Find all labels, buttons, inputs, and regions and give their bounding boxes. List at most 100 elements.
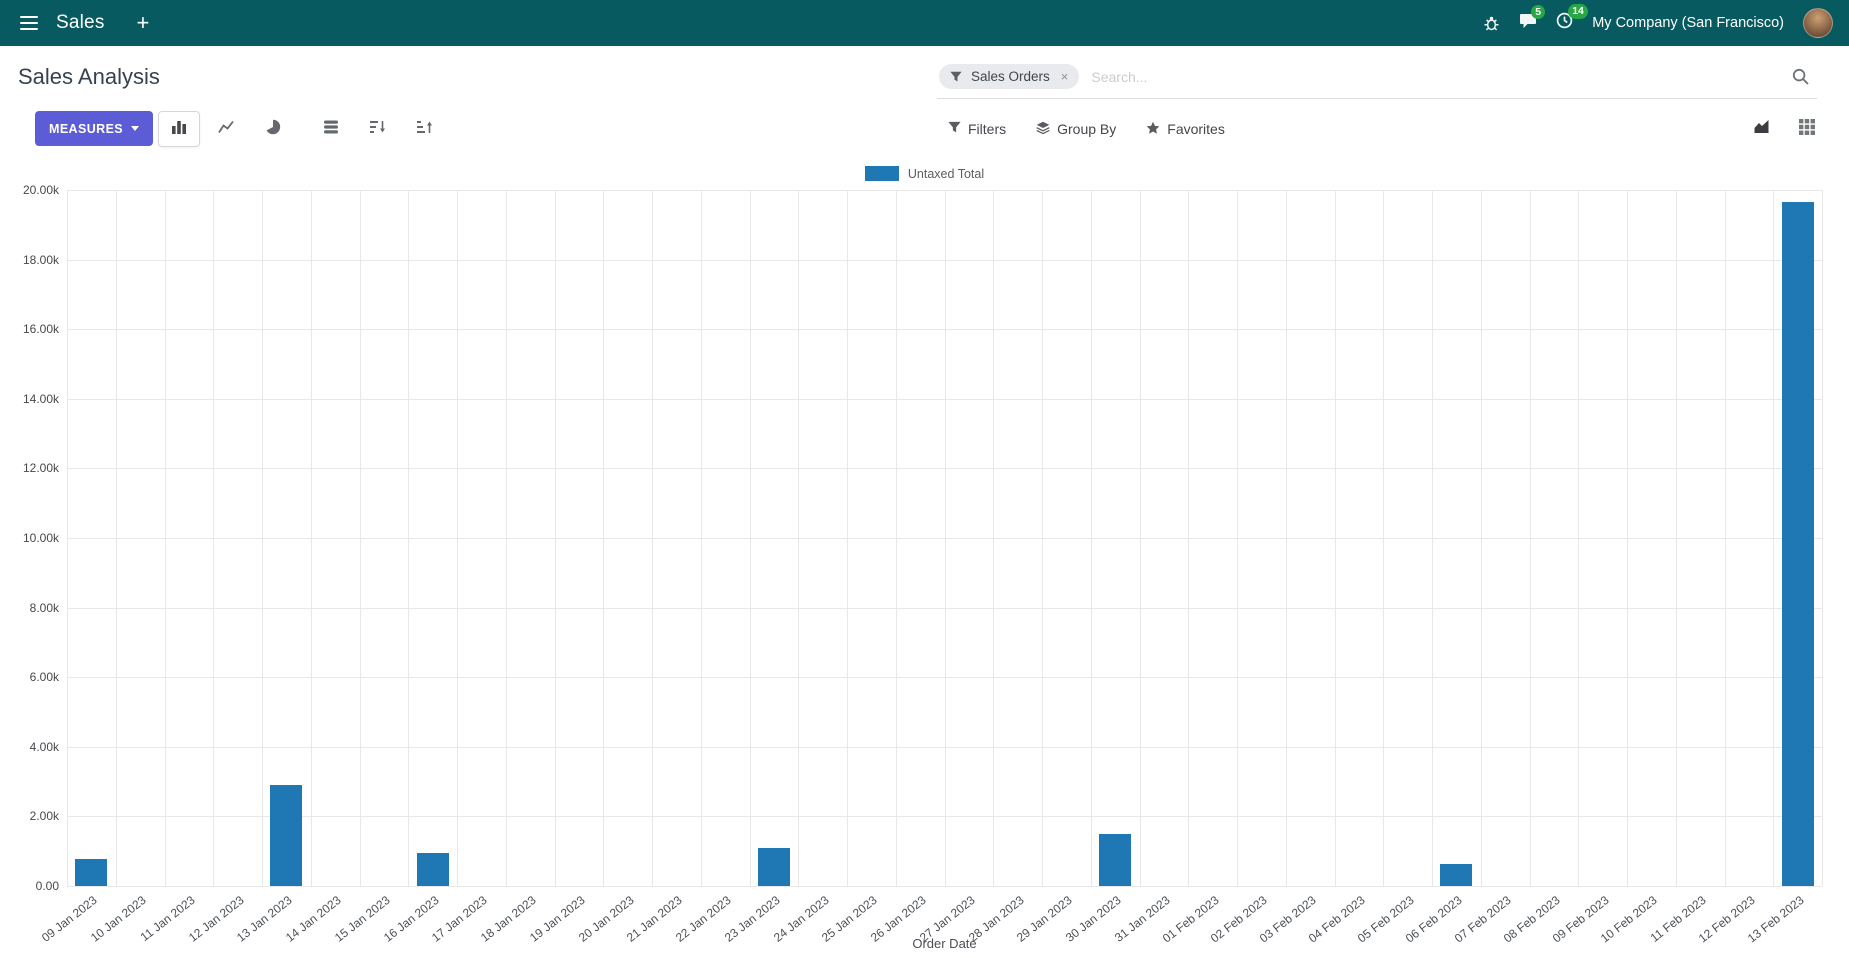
bar[interactable] xyxy=(75,858,108,886)
navbar-left: Sales + xyxy=(16,12,155,34)
search-input[interactable] xyxy=(1089,67,1790,86)
systray: 5 14 My Company (San Francisco) xyxy=(1483,4,1833,38)
bug-icon[interactable] xyxy=(1483,15,1500,32)
sort-descending-button[interactable] xyxy=(357,111,399,147)
y-axis-tick-label: 6.00k xyxy=(29,670,59,685)
gridline-v xyxy=(1675,190,1677,886)
company-switcher[interactable]: My Company (San Francisco) xyxy=(1592,15,1784,31)
activities-menu[interactable]: 14 xyxy=(1556,4,1588,34)
search-options: Filters Group By Favorites xyxy=(948,111,1225,147)
gridline-v xyxy=(1237,190,1238,886)
gridline-v xyxy=(1090,190,1092,886)
y-axis-tick-label: 20.00k xyxy=(22,183,59,197)
bar[interactable] xyxy=(1440,864,1473,886)
bar[interactable] xyxy=(757,848,790,886)
favorites-label: Favorites xyxy=(1167,121,1225,137)
funnel-icon xyxy=(948,121,961,137)
chart-legend[interactable]: Untaxed Total xyxy=(0,166,1849,181)
control-panel: Sales Analysis Sales Orders × MEASURES xyxy=(0,46,1849,149)
sort-ascending-button[interactable] xyxy=(404,111,446,147)
gridline-v xyxy=(652,190,653,886)
bar[interactable] xyxy=(416,852,449,886)
gridline-v xyxy=(115,190,117,886)
gridline-v xyxy=(1773,190,1775,886)
gridline-h xyxy=(67,886,1822,887)
area-chart-icon xyxy=(1753,119,1770,140)
bar[interactable] xyxy=(270,785,303,886)
pie-chart-button[interactable] xyxy=(252,111,294,147)
gridline-v xyxy=(944,190,946,886)
sort-ascending-icon xyxy=(417,119,433,140)
gridline-v xyxy=(700,190,702,886)
bar-chart-icon xyxy=(171,119,187,140)
caret-down-icon xyxy=(131,126,140,131)
line-chart-icon xyxy=(218,119,234,140)
y-axis-tick-label: 16.00k xyxy=(22,322,59,337)
group-by-label: Group By xyxy=(1057,121,1117,137)
top-navbar: Sales + 5 14 My Company (San Francisco) xyxy=(0,0,1849,46)
graph-view-button[interactable] xyxy=(1740,111,1782,147)
gridline-v xyxy=(749,190,751,886)
view-switcher xyxy=(1740,111,1828,147)
gridline-v xyxy=(67,190,68,886)
gridline-v xyxy=(457,190,458,886)
measures-button[interactable]: MEASURES xyxy=(35,111,154,146)
gridline-v xyxy=(1334,190,1336,886)
group-by-button[interactable]: Group By xyxy=(1036,121,1116,138)
gridline-v xyxy=(993,190,995,886)
filters-button[interactable]: Filters xyxy=(948,121,1006,137)
clock-icon xyxy=(1556,12,1573,34)
y-axis-tick-label: 2.00k xyxy=(29,809,59,824)
y-axis-tick-label: 0.00 xyxy=(35,879,59,893)
stacked-icon xyxy=(323,119,339,140)
stacked-toggle-button[interactable] xyxy=(310,111,352,147)
y-axis-tick-label: 10.00k xyxy=(22,531,59,545)
x-axis-title: Order Date xyxy=(912,936,977,951)
pivot-view-button[interactable] xyxy=(1786,111,1828,147)
y-axis-tick-label: 8.00k xyxy=(29,600,59,615)
control-panel-bottom: MEASURES xyxy=(18,111,1831,149)
bar-chart-button[interactable] xyxy=(158,111,200,147)
pie-chart-icon xyxy=(265,119,281,140)
app-name[interactable]: Sales xyxy=(56,12,105,33)
y-axis-tick-label: 18.00k xyxy=(22,252,59,267)
favorites-button[interactable]: Favorites xyxy=(1146,121,1225,138)
new-record-button[interactable]: + xyxy=(136,10,150,35)
messages-menu[interactable]: 5 xyxy=(1519,4,1546,34)
plot-area: 09 Jan 2023 10 Jan 2023 11 Jan 2023 12 Jan … xyxy=(39,190,1823,946)
star-icon xyxy=(1146,121,1160,138)
gridline-v xyxy=(847,190,848,886)
bar[interactable] xyxy=(1781,202,1814,886)
user-avatar[interactable] xyxy=(1803,8,1833,38)
y-axis-tick-label: 4.00k xyxy=(29,739,59,754)
y-axis-tick-label: 12.00k xyxy=(22,461,59,476)
pivot-grid-icon xyxy=(1799,118,1815,140)
gridline-v xyxy=(359,190,361,886)
y-axis-tick-label: 14.00k xyxy=(22,391,59,406)
search-facet[interactable]: Sales Orders × xyxy=(939,64,1080,89)
sort-descending-icon xyxy=(370,119,386,140)
gridline-v xyxy=(310,190,312,886)
gridline-v xyxy=(408,190,410,886)
measures-label: MEASURES xyxy=(49,121,124,136)
layers-icon xyxy=(1036,121,1050,138)
gridline-v xyxy=(798,190,800,886)
activities-badge: 14 xyxy=(1568,4,1588,19)
facet-label: Sales Orders xyxy=(971,69,1050,84)
line-chart-button[interactable] xyxy=(205,111,247,147)
apps-menu-icon[interactable] xyxy=(16,12,42,34)
bar[interactable] xyxy=(1099,833,1132,886)
search-bar[interactable]: Sales Orders × xyxy=(937,62,1817,99)
messages-badge: 5 xyxy=(1531,4,1546,19)
facet-remove-icon[interactable]: × xyxy=(1060,69,1069,84)
search-icon[interactable] xyxy=(1790,66,1811,87)
gridline-v xyxy=(505,190,507,886)
gridline-v xyxy=(603,190,605,886)
gridline-v xyxy=(1578,190,1580,886)
gridline-v xyxy=(1724,190,1726,886)
legend-swatch xyxy=(864,166,899,181)
gridline-v xyxy=(1383,190,1385,886)
gridline-v xyxy=(895,190,897,886)
page-title: Sales Analysis xyxy=(18,64,160,89)
gridline-v xyxy=(554,190,556,886)
